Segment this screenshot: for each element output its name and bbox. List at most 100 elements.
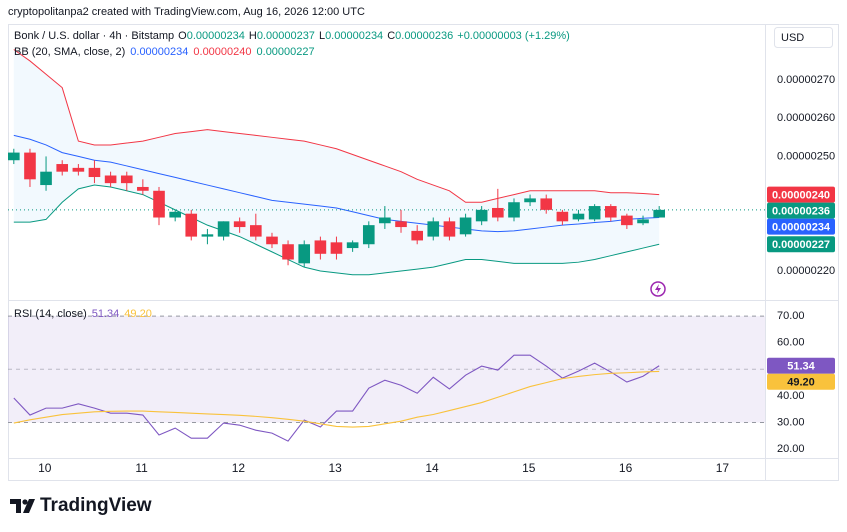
candle-body [233, 221, 246, 228]
candle-body [104, 175, 117, 184]
y-tick-label: 70.00 [777, 310, 805, 322]
candle-body [508, 202, 520, 218]
alert-bolt [655, 284, 661, 294]
alert-icon[interactable] [650, 281, 666, 297]
indicator-title: BB (20, SMA, close, 2) [14, 46, 125, 58]
y-tick-label: 0.00000250 [777, 150, 835, 162]
x-tick-label: 17 [716, 461, 730, 475]
price-tag-label: 0.00000236 [772, 206, 830, 218]
candle-body [120, 175, 133, 184]
candle-body [556, 211, 569, 222]
price-tag [767, 373, 835, 390]
price-tag-label: 0.00000227 [772, 239, 830, 251]
legend-key: H [249, 30, 257, 42]
legend-key: C [387, 30, 395, 42]
candle-body [346, 242, 359, 249]
candle-body [572, 213, 585, 220]
price-tag-label: 0.00000234 [772, 222, 831, 234]
y-tick-label: 40.00 [777, 390, 805, 402]
candle-body [395, 221, 407, 228]
series-line [13, 370, 660, 428]
y-tick-label: 0.00000260 [777, 112, 835, 124]
price-tag [767, 236, 835, 253]
x-tick-label: 12 [232, 461, 246, 475]
candle-body [314, 240, 327, 254]
chart-frame [8, 24, 839, 481]
candle-body [201, 234, 214, 237]
currency-button[interactable] [774, 27, 833, 48]
x-tick-label: 13 [329, 461, 343, 475]
price-tag [767, 357, 835, 374]
currency: USD [781, 32, 804, 44]
legend-key: O [178, 30, 187, 42]
series-line [13, 354, 660, 442]
x-tick-label: 15 [522, 461, 536, 475]
legend-change: +0.00000003 (+1.29%) [457, 30, 570, 42]
candle-body [24, 152, 36, 180]
legend-title: Bonk / U.S. dollar · 4h · Bitstamp [14, 30, 174, 42]
indicator-value: 0.00000234 [130, 46, 188, 58]
price-tag [767, 218, 835, 235]
candle-body [524, 198, 536, 203]
candle-body [137, 186, 149, 191]
logo-slash [23, 499, 35, 513]
candle-body [8, 152, 20, 161]
legend-rsi: RSI (14, close) 51.34 49.20 [14, 308, 152, 320]
candle-body [217, 221, 230, 237]
candle-body [72, 167, 85, 172]
attribution: cryptopolitanpa2 created with TradingVie… [8, 6, 365, 18]
candle-body [621, 215, 633, 226]
x-tick-label: 14 [425, 461, 439, 475]
candle-body [379, 217, 391, 224]
x-tick-label: 10 [38, 461, 52, 475]
legend-main: Bonk / U.S. dollar · 4h · Bitstamp O 0.000… [14, 30, 570, 42]
price-tag-label: 0.00000240 [772, 190, 830, 202]
candle-body [330, 242, 343, 254]
y-tick-label: 60.00 [777, 337, 805, 349]
indicator-value: 0.00000227 [257, 46, 315, 58]
candle-body [411, 230, 423, 241]
logo-text: TradingView [40, 495, 152, 516]
y-tick-label: 0.00000270 [777, 74, 835, 86]
logo-t [10, 499, 21, 513]
price-tag [767, 186, 835, 203]
legend-indicator: BB (20, SMA, close, 2) 0.00000234 0.000002… [14, 46, 315, 58]
candle-body [282, 244, 294, 260]
candle-body [637, 219, 649, 224]
legend-value: 0.00000234 [325, 30, 383, 42]
candle-body [443, 221, 456, 237]
legend-value: 51.34 [92, 308, 120, 320]
candle-body [492, 207, 504, 218]
indicator-value: 0.00000240 [193, 46, 251, 58]
candle-body [185, 213, 198, 237]
candle-body [88, 167, 101, 178]
candle-body [475, 209, 488, 222]
candle-body [540, 198, 553, 210]
legend-value: 49.20 [124, 308, 152, 320]
legend-value: 0.00000237 [257, 30, 315, 42]
price-tag-label: 49.20 [787, 377, 815, 389]
candle-body [250, 225, 262, 237]
candle-body [459, 217, 472, 235]
candle-body [298, 244, 311, 264]
indicator-line [13, 49, 660, 203]
x-tick-label: 16 [619, 461, 633, 475]
alert-circle [650, 281, 666, 297]
candle-body [56, 164, 69, 172]
candle-body [153, 190, 165, 218]
legend-key: L [319, 30, 325, 42]
legend-title: RSI (14, close) [14, 308, 87, 320]
y-tick-label: 30.00 [777, 416, 805, 428]
y-tick-label: 20.00 [777, 443, 805, 455]
candle-body [588, 206, 601, 220]
logo-dot [22, 499, 28, 505]
legend-value: 0.00000236 [395, 30, 453, 42]
x-tick-label: 11 [135, 461, 148, 475]
candle-body [604, 206, 617, 218]
candle-body [40, 171, 52, 186]
candle-body [653, 209, 666, 218]
price-tag-label: 51.34 [787, 361, 815, 373]
logo: TradingView [10, 495, 152, 516]
